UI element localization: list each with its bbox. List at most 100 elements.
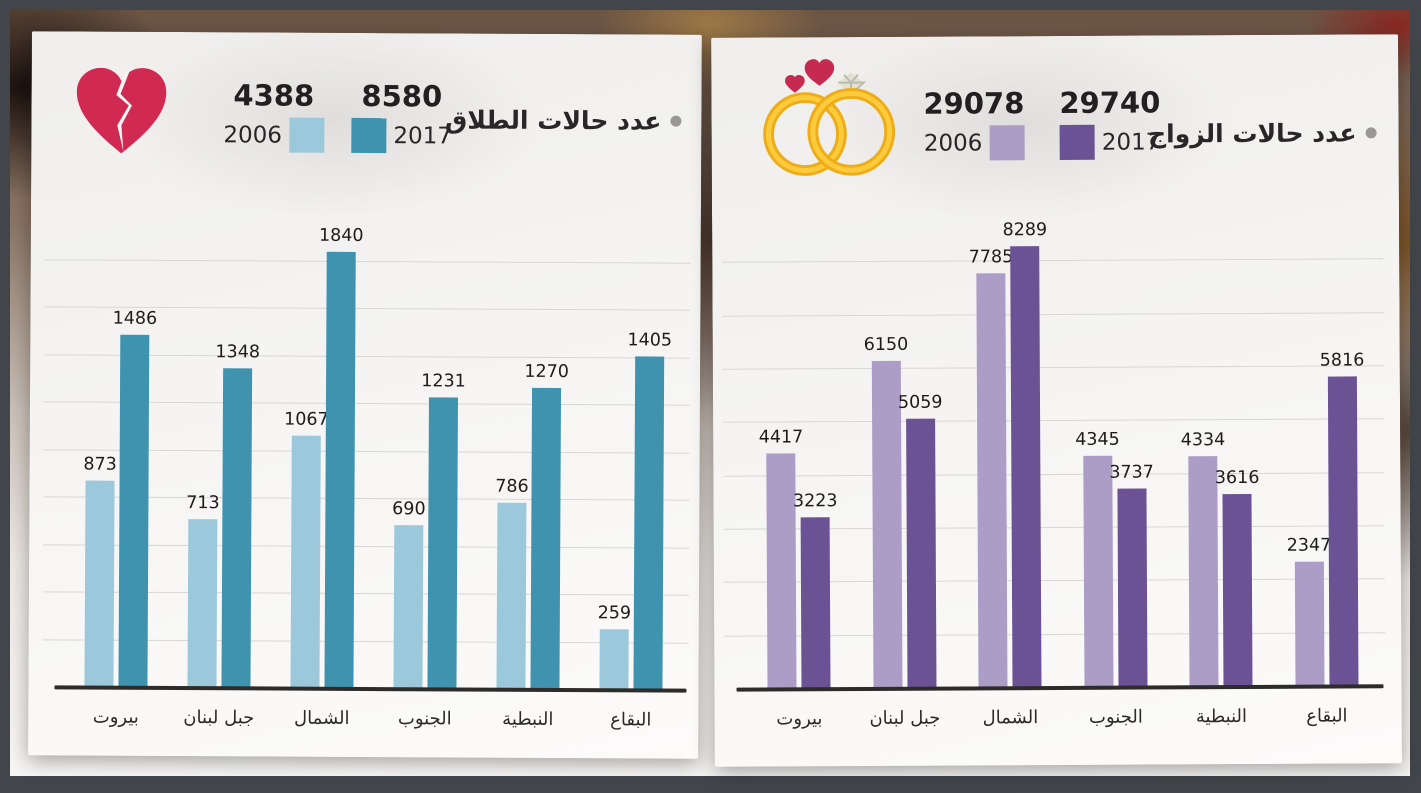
bar-group: 786 1270 النبطية — [495, 215, 569, 730]
bar-value-label: 4417 — [758, 427, 804, 448]
legend-year-2006: 2006 — [923, 129, 983, 157]
bar-value-label: 1840 — [319, 225, 364, 246]
legend-2017: 8580 2017 — [351, 79, 452, 154]
bar-2017: 3737 — [1109, 462, 1154, 688]
bar-2006: 873 — [83, 454, 117, 688]
category-label: جبل لبنان — [869, 707, 941, 729]
bar-2006: 690 — [392, 499, 426, 690]
legend-2006: 4388 2006 — [223, 78, 324, 153]
bar-value-label: 1067 — [284, 409, 329, 430]
bar-value-label: 3223 — [792, 491, 838, 512]
marriage-chart-card: 29078 2006 29740 2017 عدد حالات الزواج 4… — [711, 34, 1402, 767]
divorce-title-block: عدد حالات الطلاق — [444, 105, 682, 136]
marriage-chart-title: عدد حالات الزواج — [1147, 118, 1357, 149]
category-label: بيروت — [776, 708, 823, 730]
bar-group: 873 1486 بيروت — [83, 213, 157, 728]
bar-value-label: 6150 — [863, 334, 909, 356]
bar-value-label: 713 — [186, 492, 220, 513]
bar-group: 690 1231 الجنوب — [392, 214, 466, 730]
divorce-chart-title: عدد حالات الطلاق — [444, 105, 662, 136]
legend-2006: 29078 2006 — [923, 86, 1025, 161]
bar-value-label: 5059 — [897, 392, 943, 414]
bar-value-label: 1405 — [627, 330, 673, 351]
bar-value-label: 2347 — [1286, 535, 1332, 556]
legend-swatch-2017 — [1059, 124, 1095, 160]
bar-2006: 1067 — [284, 409, 329, 689]
legend-year-2017: 2017 — [393, 122, 452, 149]
bar-2006: 4334 — [1181, 430, 1225, 688]
legend-2017: 29740 2017 — [1059, 85, 1160, 160]
broken-heart-icon — [69, 59, 174, 164]
category-label: جبل لبنان — [183, 707, 255, 729]
bar-2017: 3223 — [793, 491, 838, 690]
bar-2017: 1348 — [215, 342, 260, 689]
bar-value-label: 3616 — [1214, 468, 1260, 489]
category-label: الجنوب — [1088, 706, 1143, 728]
legend-total-2006: 4388 — [233, 78, 315, 113]
bar-2017: 1405 — [627, 331, 672, 691]
bar-2006: 713 — [186, 493, 220, 689]
title-bullet-icon — [670, 115, 682, 127]
bar-2017: 1231 — [421, 371, 466, 690]
divorce-plot-area: 873 1486 بيروت 713 1348 جبل لبنان 1067 1840 الشم… — [42, 212, 691, 731]
divorce-chart-card: 4388 2006 8580 2017 عدد حالات الطلاق 873… — [28, 31, 702, 759]
category-label: الشمال — [293, 707, 350, 729]
bar-value-label: 1486 — [112, 308, 158, 329]
bar-value-label: 3737 — [1109, 462, 1154, 483]
bar-2017: 1840 — [319, 226, 364, 689]
bar-group: 2347 5816 البقاع — [1287, 206, 1365, 726]
bar-2017: 1486 — [113, 309, 157, 688]
bar-group: 259 1405 البقاع — [598, 215, 673, 731]
category-label: بيروت — [92, 706, 139, 728]
category-label: النبطية — [1195, 706, 1248, 728]
bar-value-label: 1231 — [421, 370, 466, 392]
bar-2006: 4417 — [759, 428, 803, 690]
bar-2017: 8289 — [1003, 220, 1047, 689]
legend-total-2017: 8580 — [361, 78, 443, 114]
bar-group: 713 1348 جبل لبنان — [183, 213, 260, 728]
bar-2006: 7785 — [969, 247, 1013, 689]
legend-swatch-2006 — [989, 125, 1025, 161]
bar-value-label: 4345 — [1075, 429, 1120, 451]
bar-group: 4345 3737 الجنوب — [1075, 208, 1154, 728]
legend-swatch-2006 — [288, 117, 324, 153]
bar-2006: 4345 — [1075, 430, 1120, 688]
bar-value-label: 690 — [392, 499, 426, 520]
legend-swatch-2017 — [351, 117, 387, 154]
marriage-title-block: عدد حالات الزواج — [1147, 118, 1377, 149]
bar-value-label: 5816 — [1319, 350, 1365, 371]
x-axis-line — [736, 684, 1384, 692]
category-label: الجنوب — [397, 708, 452, 730]
category-label: البقاع — [1306, 705, 1348, 727]
bar-2017: 5059 — [898, 393, 943, 689]
bar-2017: 5816 — [1320, 350, 1364, 687]
bar-2006: 786 — [495, 477, 529, 690]
wedding-rings-icon — [757, 53, 906, 182]
bar-2006: 259 — [598, 603, 631, 691]
category-label: الشمال — [982, 707, 1039, 729]
bar-group: 6150 5059 جبل لبنان — [864, 209, 943, 729]
bar-2017: 1270 — [524, 362, 569, 691]
bar-value-label: 7785 — [968, 247, 1014, 268]
background-photo: 200 4388 2006 8580 2017 عدد حالات الطلاق — [10, 10, 1410, 776]
bar-value-label: 4334 — [1180, 429, 1226, 451]
title-bullet-icon — [1365, 127, 1377, 139]
legend-year-2006: 2006 — [223, 121, 282, 149]
bar-group: 1067 1840 الشمال — [284, 214, 364, 729]
bar-value-label: 259 — [597, 602, 632, 623]
bar-value-label: 786 — [495, 477, 529, 498]
bar-value-label: 1270 — [524, 362, 569, 383]
bar-group: 7785 8289 الشمال — [969, 208, 1048, 728]
bar-group: 4334 3616 النبطية — [1181, 207, 1260, 727]
category-label: النبطية — [502, 708, 554, 730]
bar-group: 4417 3223 بيروت — [759, 209, 838, 730]
bar-2017: 3616 — [1215, 468, 1259, 688]
category-label: البقاع — [610, 709, 652, 731]
bar-2006: 2347 — [1287, 535, 1331, 687]
x-axis-line — [54, 685, 687, 693]
marriage-plot-area: 4417 3223 بيروت 6150 5059 جبل لبنان 7785 8289 ال… — [722, 206, 1386, 730]
bar-value-label: 1348 — [215, 342, 261, 363]
bar-value-label: 873 — [83, 454, 117, 475]
legend-total-2006: 29078 — [923, 86, 1025, 121]
legend-total-2017: 29740 — [1059, 85, 1161, 120]
